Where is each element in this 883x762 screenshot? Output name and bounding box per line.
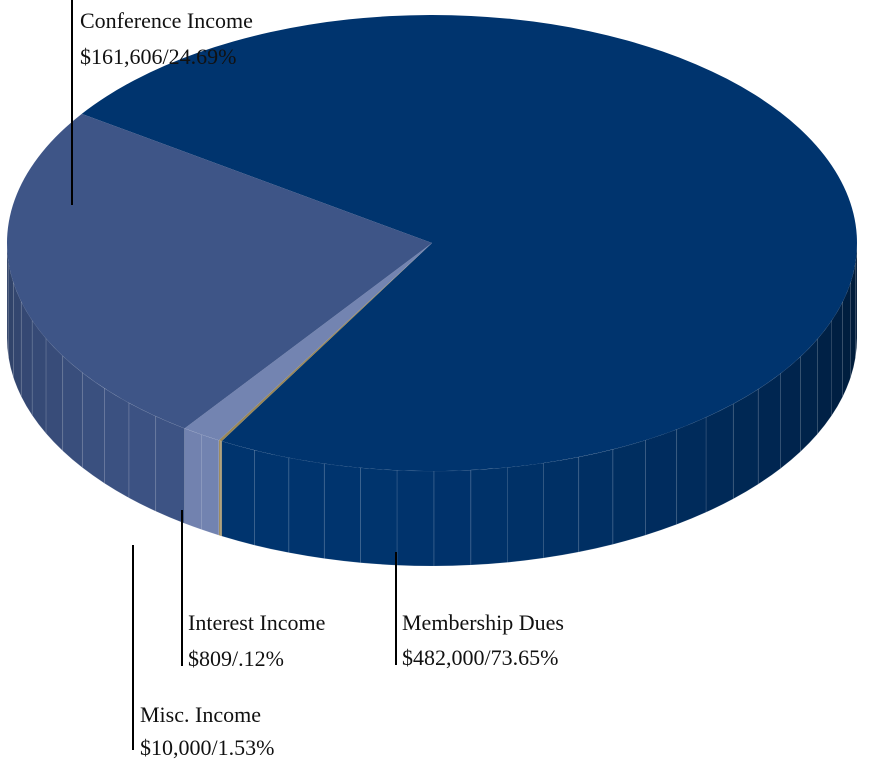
- side-conference-income: [62, 355, 83, 469]
- side-membership-dues: [676, 416, 707, 525]
- side-membership-dues: [757, 372, 781, 485]
- pie-labels: Conference Income $161,606/24.69% Member…: [71, 0, 564, 760]
- label-interest-income: Interest Income: [188, 610, 325, 635]
- side-membership-dues: [396, 469, 435, 567]
- side-membership-dues: [543, 456, 580, 559]
- side-membership-dues: [433, 469, 472, 567]
- side-membership-dues: [323, 463, 361, 564]
- value-conference-income: $161,606/24.69%: [80, 44, 236, 69]
- value-membership-dues: $482,000/73.65%: [402, 645, 558, 670]
- side-membership-dues: [780, 356, 801, 470]
- label-misc-income: Misc. Income: [140, 702, 261, 727]
- side-conference-income: [45, 337, 64, 452]
- side-membership-dues: [221, 440, 255, 546]
- side-membership-dues: [507, 462, 544, 563]
- slice-membership-dues: [81, 15, 858, 471]
- side-membership-dues: [578, 448, 614, 553]
- slice-interest-income: [218, 243, 432, 442]
- side-membership-dues: [817, 319, 832, 435]
- side-conference-income: [20, 301, 33, 417]
- side-membership-dues: [254, 449, 290, 554]
- side-conference-income: [13, 282, 22, 397]
- value-misc-income: $10,000/1.53%: [140, 735, 274, 760]
- side-membership-dues: [732, 388, 759, 500]
- side-conference-income: [155, 415, 185, 524]
- slice-misc-income: [184, 243, 432, 441]
- side-membership-dues: [470, 467, 508, 566]
- side-membership-dues: [705, 403, 734, 513]
- side-conference-income: [128, 402, 157, 512]
- side-membership-dues: [800, 338, 818, 453]
- side-conference-income: [104, 387, 130, 499]
- side-membership-dues: [645, 428, 678, 536]
- side-membership-dues: [612, 439, 646, 545]
- label-membership-dues: Membership Dues: [402, 610, 564, 635]
- side-misc-income: [201, 434, 220, 536]
- slice-conference-income: [6, 113, 432, 429]
- side-membership-dues: [842, 282, 851, 397]
- side-membership-dues: [288, 457, 325, 559]
- value-interest-income: $809/.12%: [188, 646, 284, 671]
- pie-sides: [6, 242, 858, 567]
- side-membership-dues: [831, 301, 843, 417]
- pie-tops: [6, 15, 858, 471]
- label-conference-income: Conference Income: [80, 8, 253, 33]
- side-conference-income: [81, 371, 105, 484]
- side-conference-income: [31, 319, 47, 435]
- side-membership-dues: [360, 467, 398, 566]
- side-misc-income: [184, 427, 202, 530]
